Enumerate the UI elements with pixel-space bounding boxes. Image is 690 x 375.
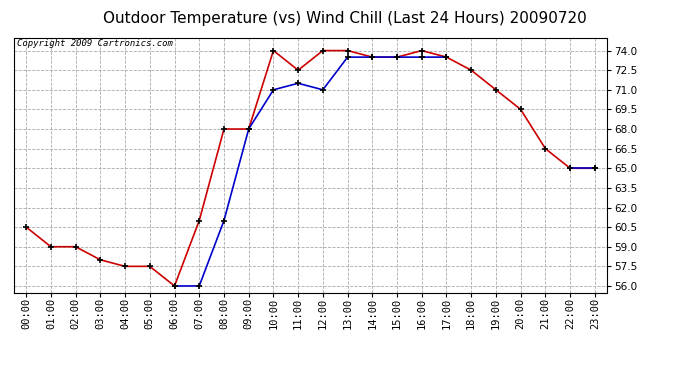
- Text: Copyright 2009 Cartronics.com: Copyright 2009 Cartronics.com: [17, 39, 172, 48]
- Text: Outdoor Temperature (vs) Wind Chill (Last 24 Hours) 20090720: Outdoor Temperature (vs) Wind Chill (Las…: [103, 11, 587, 26]
